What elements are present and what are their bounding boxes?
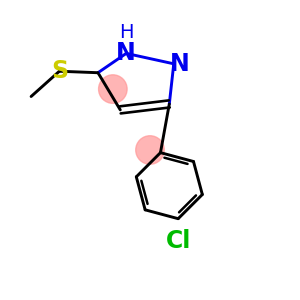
Circle shape xyxy=(99,75,127,103)
Text: Cl: Cl xyxy=(166,229,191,253)
Text: H: H xyxy=(119,23,134,42)
Text: N: N xyxy=(170,52,190,76)
Text: N: N xyxy=(116,41,136,65)
Text: S: S xyxy=(51,59,68,83)
Circle shape xyxy=(136,136,164,164)
